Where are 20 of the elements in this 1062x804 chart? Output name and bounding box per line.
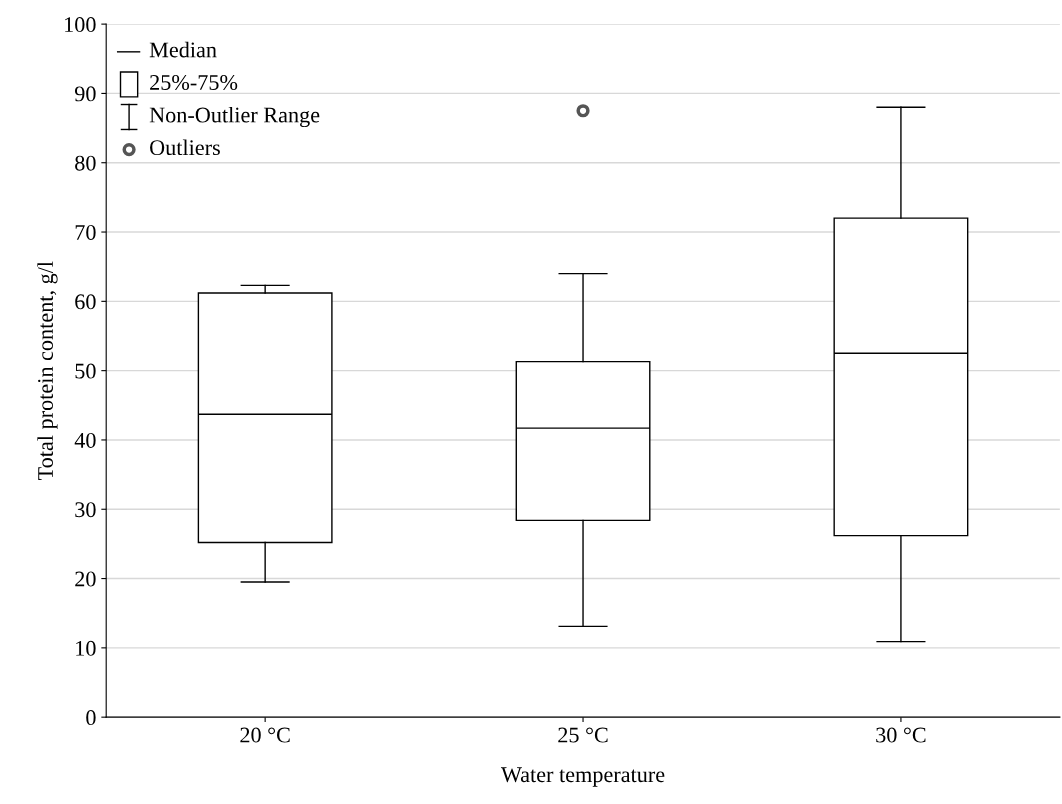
annotation: 25%-75%: [150, 74, 238, 91]
y-tick-label: 90: [74, 86, 96, 102]
x-tick-label: 20 °C: [240, 727, 290, 743]
annotation: Median: [149, 41, 217, 58]
y-tick-label: 70: [75, 224, 96, 240]
y-tick-label: 10: [76, 640, 96, 656]
y-tick-label: 40: [74, 432, 96, 448]
y-tick-label: 60: [75, 294, 96, 310]
y-tick-label: 20: [75, 571, 96, 587]
y-tick-label: 50: [75, 363, 96, 379]
annotation: Non-Outlier Range: [149, 106, 320, 128]
annotation: Outliers: [150, 139, 220, 156]
y-tick-label: 30: [75, 502, 96, 518]
y-tick-label: 100: [65, 17, 96, 33]
y-tick-label: 0: [86, 710, 96, 726]
y-axis-title: Total protein content, g/l: [37, 261, 58, 480]
y-tick-label: 80: [75, 155, 96, 171]
x-tick-label: 25 °C: [558, 727, 608, 743]
x-tick-label: 30 °C: [876, 727, 926, 743]
x-axis-title: Water temperature: [500, 767, 665, 787]
